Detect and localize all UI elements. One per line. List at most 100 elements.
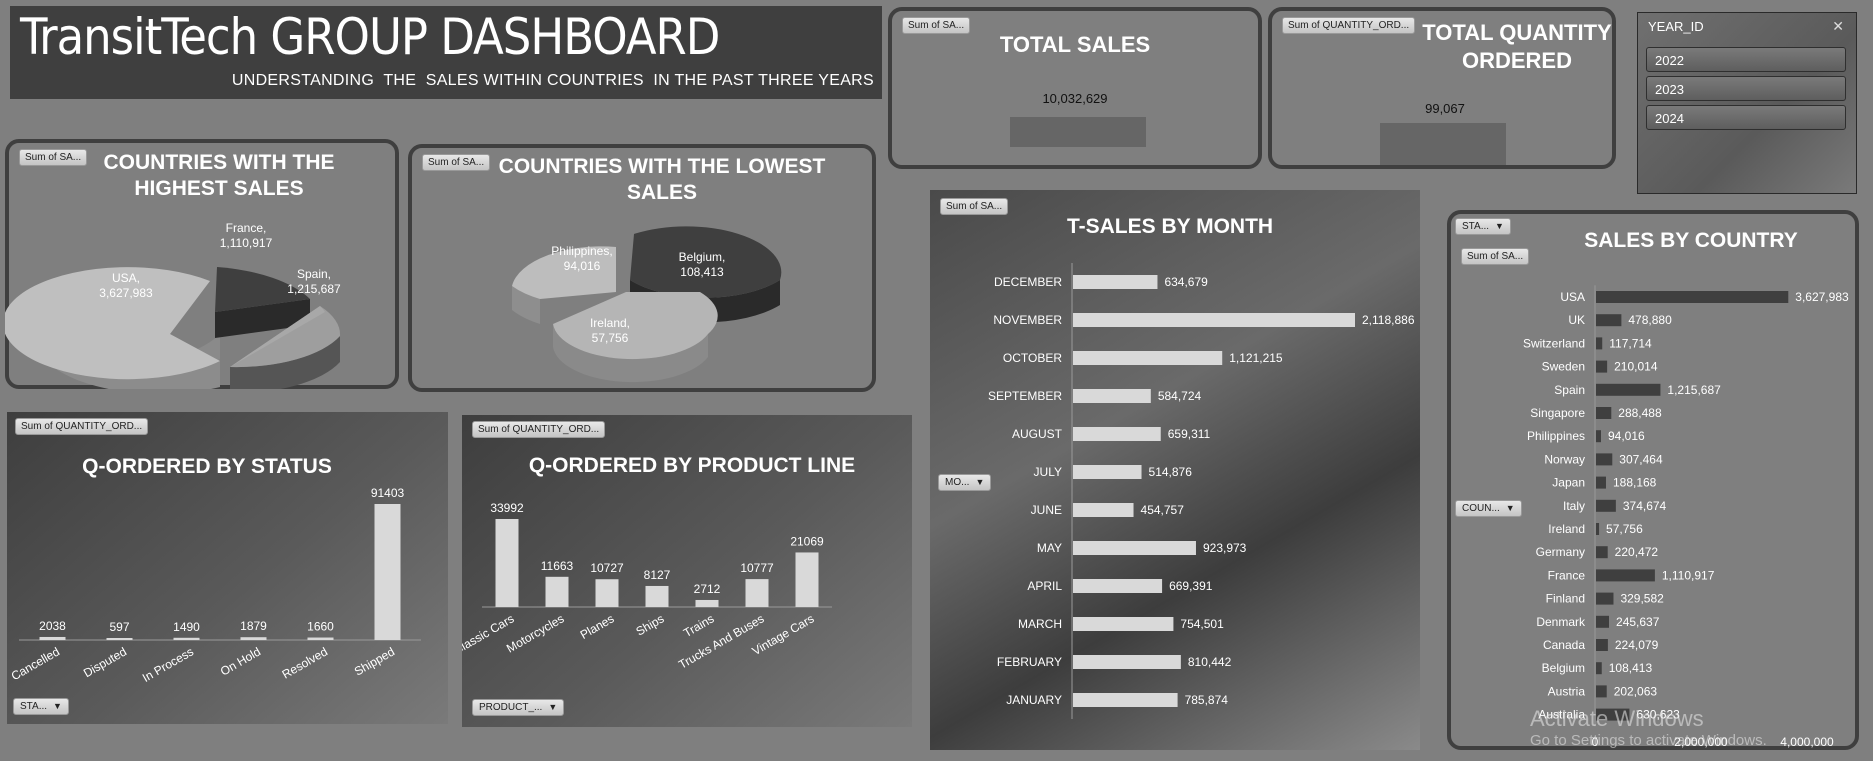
bar-in-process[interactable]	[173, 637, 200, 640]
bar-ships[interactable]	[645, 585, 669, 607]
data-label-classic-cars: 33992	[490, 501, 524, 515]
bar-september[interactable]	[1073, 389, 1151, 403]
total-quantity-field-tag[interactable]: Sum of QUANTITY_ORD...	[1282, 17, 1416, 34]
category-label-canada: Canada	[1543, 638, 1585, 652]
data-label-trains: 2712	[694, 582, 721, 596]
pie-label-usa: USA, 3,627,983	[99, 271, 153, 300]
pie-slice-spain-top2[interactable]	[230, 306, 325, 367]
category-label-switzerland: Switzerland	[1523, 336, 1585, 350]
category-label-norway: Norway	[1544, 452, 1585, 466]
status-filter-button[interactable]: STA... ▼	[13, 698, 69, 715]
bar-planes[interactable]	[595, 579, 619, 607]
country-filter-button[interactable]: COUN... ▼	[1455, 500, 1522, 517]
bar-january[interactable]	[1073, 693, 1178, 707]
bar-france[interactable]	[1596, 569, 1655, 582]
data-label-ireland: 57,756	[1606, 522, 1643, 536]
tick-label-disputed: Disputed	[81, 644, 129, 680]
category-label-august: AUGUST	[1012, 427, 1063, 441]
pie-slice-belgium-top[interactable]	[630, 226, 782, 298]
data-label-austria: 202,063	[1614, 684, 1658, 698]
year-option-2024[interactable]: 2024	[1646, 105, 1846, 130]
bar-finland[interactable]	[1596, 592, 1614, 605]
data-label-switzerland: 117,714	[1609, 336, 1652, 350]
data-label-ships: 8127	[644, 568, 671, 582]
pie-slice-ireland-top[interactable]	[553, 292, 718, 360]
bar-philippines[interactable]	[1596, 430, 1601, 443]
bar-singapore[interactable]	[1596, 407, 1612, 419]
month-filter-button[interactable]: MO... ▼	[938, 474, 992, 491]
data-label-sweden: 210,014	[1614, 360, 1658, 374]
bar-november[interactable]	[1073, 313, 1355, 327]
bar-july[interactable]	[1073, 465, 1142, 479]
country-field-tag[interactable]: Sum of SA...	[1461, 248, 1530, 265]
bar-switzerland[interactable]	[1596, 337, 1603, 350]
bar-japan[interactable]	[1596, 476, 1606, 489]
pie-slice-usa-top[interactable]	[5, 267, 220, 380]
pie-slice-philippines-top[interactable]	[512, 246, 616, 299]
bar-march[interactable]	[1073, 617, 1174, 631]
data-label-on-hold: 1879	[240, 619, 267, 633]
bar-june[interactable]	[1073, 503, 1134, 517]
bar-italy[interactable]	[1596, 499, 1616, 512]
category-label-finland: Finland	[1546, 592, 1585, 606]
bar-germany[interactable]	[1596, 546, 1608, 559]
bar-april[interactable]	[1073, 579, 1163, 593]
highest-sales-title-line1: COUNTRIES WITH THE	[103, 151, 335, 174]
bar-february[interactable]	[1073, 655, 1181, 669]
data-label-france: 1,110,917	[1662, 568, 1715, 582]
bar-canada[interactable]	[1596, 639, 1608, 651]
year-option-2022[interactable]: 2022	[1646, 47, 1846, 72]
category-label-september: SEPTEMBER	[988, 389, 1062, 403]
bar-classic-cars[interactable]	[495, 519, 519, 607]
bar-trucks-and-buses[interactable]	[745, 579, 769, 607]
pie-slice-spain-top[interactable]	[230, 306, 341, 368]
total-quantity-card: Sum of QUANTITY_ORD... TOTAL QUANTITY OR…	[1268, 7, 1616, 169]
lowest-sales-field-tag[interactable]: Sum of SA...	[422, 154, 491, 171]
category-label-sweden: Sweden	[1542, 360, 1585, 374]
bar-motorcycles[interactable]	[545, 576, 569, 607]
product-field-tag[interactable]: Sum of QUANTITY_ORD...	[472, 421, 606, 438]
filter-clear-icon[interactable]: ✕	[1832, 18, 1844, 34]
data-label-australia: 630,623	[1636, 708, 1680, 722]
data-label-may: 923,973	[1203, 541, 1247, 555]
bar-on-hold[interactable]	[240, 637, 267, 640]
total-sales-field-tag[interactable]: Sum of SA...	[902, 17, 971, 34]
year-slicer-header: YEAR_ID	[1648, 19, 1704, 34]
bar-usa[interactable]	[1596, 291, 1789, 303]
lowest-sales-title-line2: SALES	[626, 181, 697, 205]
category-label-june: JUNE	[1031, 503, 1062, 517]
bar-cancelled[interactable]	[39, 636, 66, 640]
data-label-trucks-and-buses: 10777	[740, 561, 774, 575]
year-slicer[interactable]: YEAR_ID ✕ 2022 2023 2024	[1637, 12, 1857, 194]
year-option-2023[interactable]: 2023	[1646, 76, 1846, 101]
bar-sweden[interactable]	[1596, 360, 1608, 373]
pie-slice-france-top[interactable]	[215, 267, 310, 312]
status-field-tag[interactable]: Sum of QUANTITY_ORD...	[15, 418, 149, 435]
data-label-shipped: 91403	[371, 486, 405, 500]
bar-belgium[interactable]	[1596, 662, 1602, 675]
bar-ireland[interactable]	[1596, 523, 1600, 535]
bar-december[interactable]	[1073, 275, 1158, 289]
month-field-tag[interactable]: Sum of SA...	[940, 198, 1009, 215]
bar-august[interactable]	[1073, 427, 1161, 441]
category-label-france: France	[1548, 568, 1586, 582]
bar-vintage-cars[interactable]	[795, 552, 819, 607]
bar-disputed[interactable]	[106, 638, 133, 640]
bar-resolved[interactable]	[307, 637, 334, 640]
bar-october[interactable]	[1073, 351, 1223, 365]
product-filter-button[interactable]: PRODUCT_... ▼	[472, 699, 565, 716]
bar-trains[interactable]	[695, 599, 719, 607]
data-label-denmark: 245,637	[1616, 615, 1660, 629]
bar-shipped[interactable]	[374, 504, 401, 640]
bar-spain[interactable]	[1596, 383, 1661, 396]
data-label-japan: 188,168	[1613, 476, 1657, 490]
bar-austria[interactable]	[1596, 685, 1607, 698]
bar-may[interactable]	[1073, 541, 1196, 555]
highest-sales-field-tag[interactable]: Sum of SA...	[19, 149, 88, 166]
bar-norway[interactable]	[1596, 453, 1613, 466]
month-chart-panel: Sum of SA... T-SALES BY MONTH DECEMBER 63…	[930, 190, 1420, 750]
bar-denmark[interactable]	[1596, 615, 1610, 628]
bar-australia[interactable]	[1596, 708, 1630, 721]
bar-uk[interactable]	[1596, 314, 1622, 327]
country-status-filter-button[interactable]: STA... ▼	[1455, 218, 1511, 235]
